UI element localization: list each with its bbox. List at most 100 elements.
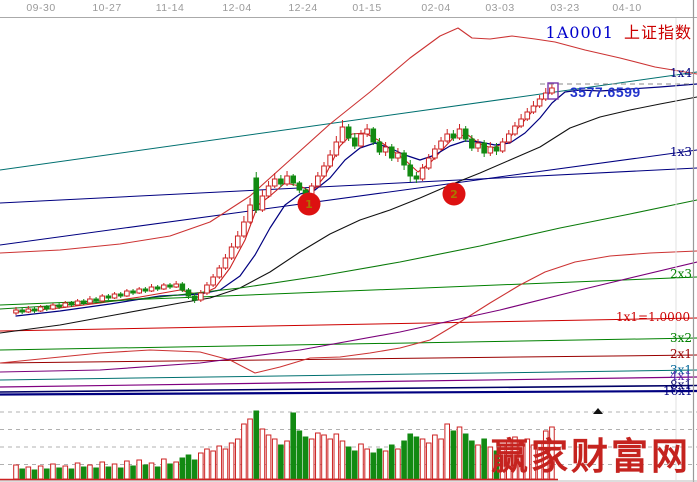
volume-bar (382, 450, 389, 480)
volume-bar (271, 438, 278, 480)
volume-bar (130, 465, 136, 480)
candle-body (173, 283, 179, 288)
candle-body (253, 177, 260, 211)
date-tick-label: 12-04 (222, 2, 252, 14)
candle-body (185, 289, 192, 297)
candle-body (352, 137, 358, 147)
volume-bar (173, 461, 179, 480)
gann-line-8x1 (0, 384, 697, 393)
date-tick-label: 12-24 (288, 2, 318, 14)
candle-body (228, 246, 235, 259)
candle-body (117, 293, 124, 297)
volume-bar (253, 410, 260, 480)
candle-body (536, 98, 543, 107)
upper-envelope-band (0, 27, 697, 254)
volume-bar (425, 442, 432, 480)
volume-bar (56, 467, 62, 480)
volume-bar (481, 438, 487, 480)
candle-body (111, 293, 118, 299)
candle-body (204, 284, 210, 294)
candle-body (278, 178, 284, 185)
volume-bar (142, 464, 149, 480)
candle-body (142, 288, 149, 292)
chart-title: 1A0001 上证指数 (546, 19, 692, 43)
volume-bar (290, 412, 296, 480)
candle-body (99, 295, 106, 302)
candle-body (216, 267, 223, 278)
volume-bar (154, 466, 161, 480)
candle-body (290, 175, 296, 184)
candle-body (339, 126, 346, 143)
volume-bar (450, 430, 457, 480)
candle-body (315, 175, 321, 187)
candle-body (450, 133, 457, 139)
candle-body (530, 105, 537, 113)
date-tick-label: 04-10 (612, 2, 642, 14)
volume-bar (333, 433, 340, 480)
date-tick-label: 11-14 (155, 2, 185, 14)
candle-body (364, 128, 370, 135)
marker-circle-1 (297, 192, 321, 216)
candle-body (31, 308, 38, 312)
volume-bar (210, 450, 216, 480)
volume-bar (278, 444, 284, 480)
volume-bar (148, 462, 155, 480)
candle-body (44, 306, 50, 310)
volume-bar (308, 438, 315, 480)
gann-label-2x3: 2x3 (670, 267, 693, 281)
last-bar-marker-box (547, 82, 559, 100)
date-tick-label: 10-27 (92, 2, 122, 14)
gann-label-3x2: 3x2 (670, 331, 693, 345)
volume-bar (352, 450, 358, 480)
gann-label-1x3: 1x3 (670, 145, 693, 159)
volume-bar (185, 454, 192, 480)
candle-body (284, 175, 290, 185)
gann-label-3x1: 3x1 (670, 363, 693, 377)
candle-body (401, 152, 407, 166)
candle-body (481, 142, 487, 154)
volume-bar (204, 448, 210, 480)
date-tick-label: 09-30 (26, 2, 56, 14)
candle-body (499, 141, 506, 152)
volume-bar (407, 433, 414, 480)
candle-body (191, 295, 198, 301)
candle-body (395, 152, 401, 159)
gann-label-8x1: 8x1 (670, 378, 693, 392)
volume-bar (321, 434, 327, 480)
ma-120-purple (0, 261, 697, 373)
candle-body (25, 308, 32, 313)
volume-bar (469, 440, 475, 480)
candle-body (321, 165, 327, 177)
candle-body (518, 118, 524, 127)
volume-bar (315, 432, 321, 480)
volume-bar (284, 440, 290, 480)
candle-body (259, 195, 266, 211)
candle-body (419, 167, 426, 180)
volume-bar (358, 443, 364, 480)
gann-label-16x1: 16x1 (663, 384, 693, 398)
volume-bar (296, 430, 303, 480)
volume-bar (259, 428, 266, 480)
candle-body (74, 300, 81, 306)
candle-body (524, 111, 531, 120)
candle-body (167, 284, 173, 288)
volume-bar (241, 423, 247, 480)
volume-bar (370, 452, 377, 480)
ma-60-green (0, 199, 697, 310)
candle-body (388, 146, 395, 159)
candle-body (493, 146, 500, 152)
marker-number-1: 1 (305, 198, 313, 211)
candle-body (124, 290, 130, 297)
candle-body (432, 148, 438, 159)
candle-body (370, 128, 377, 143)
triangle-marker (593, 408, 603, 414)
candle-body (241, 221, 247, 237)
volume-bar (50, 463, 56, 480)
symbol-code: 1A0001 (545, 23, 614, 42)
candle-body (19, 309, 25, 313)
marker-number-2: 2 (450, 188, 458, 201)
gann-line-3x2 (0, 337, 697, 351)
volume-bar (68, 468, 75, 480)
candle-body (93, 298, 99, 302)
